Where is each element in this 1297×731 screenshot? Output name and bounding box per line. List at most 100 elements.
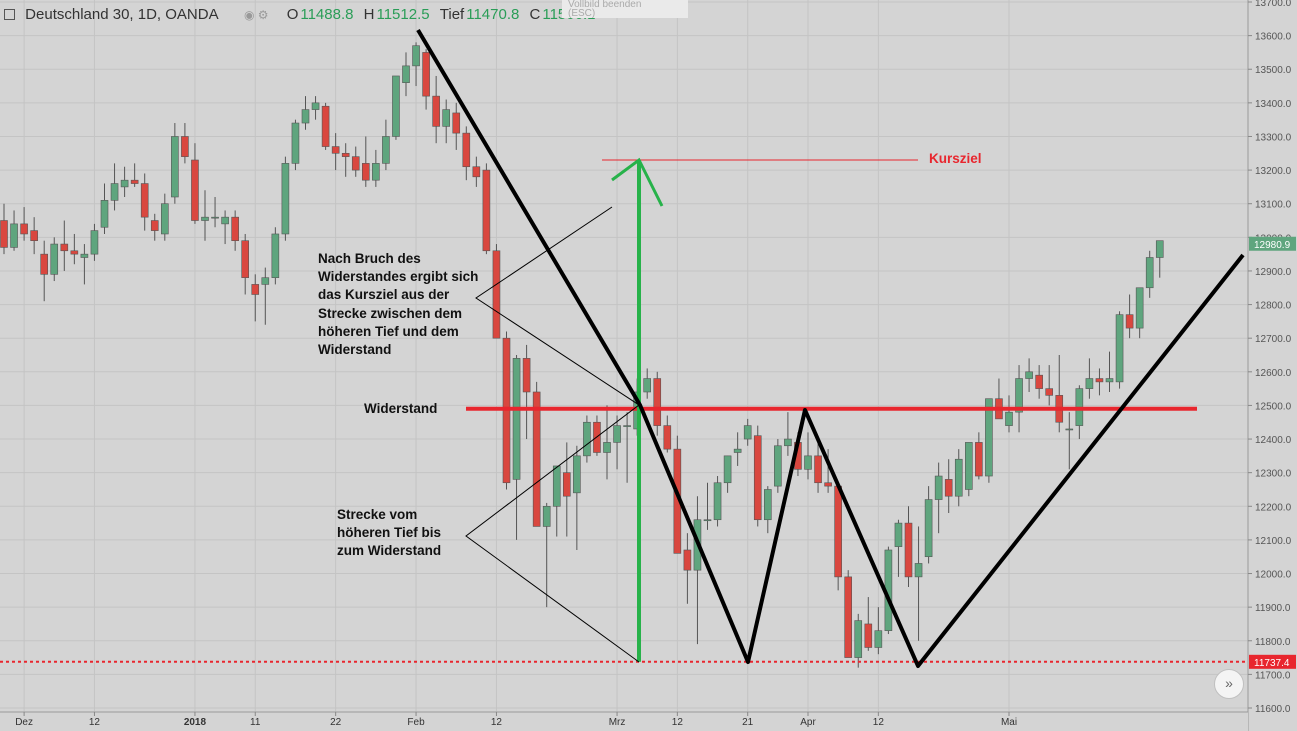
candle-body [834,485,842,578]
target-label: Kursziel [929,151,982,166]
candle-body [944,479,953,497]
candle-body [211,216,219,219]
x-tick-label: 11 [250,717,261,728]
candle-body [934,475,943,500]
x-tick-label: 12 [873,717,885,728]
candle-body [492,250,501,339]
candle-body [372,163,380,181]
candle-body [1085,378,1094,389]
candle-body [914,563,923,578]
candle-body [181,136,189,157]
candle-body [623,425,631,427]
candle-body [1135,287,1144,329]
candle-body [472,166,481,178]
candle-body [1095,378,1104,383]
candle-body [20,223,28,235]
fullscreen-tooltip: Vollbild beenden (ESC) [562,0,688,18]
last-price-label: 12980.9 [1254,240,1291,251]
note-line: das Kursziel aus der [318,287,450,303]
y-tick-label: 11600.0 [1255,704,1291,715]
low-price-label: 11737.4 [1254,658,1290,669]
tooltip-line: (ESC) [568,8,596,19]
candle-body [824,482,832,487]
candle-body [40,253,49,275]
candle-body [482,169,491,252]
candle-body [814,455,822,484]
collapse-icon[interactable] [4,8,15,20]
resistance-text: Widerstand [364,401,438,416]
candle-body [904,522,913,578]
candle-body [382,136,390,164]
note-line: Strecke vom [337,507,418,522]
y-tick-label: 11700.0 [1255,670,1291,681]
y-tick-label: 12100.0 [1255,536,1292,547]
candle-body [130,179,139,184]
candle-body [402,65,410,83]
close-label: C [529,6,541,23]
y-tick-label: 12800.0 [1255,301,1292,312]
candle-body [261,277,270,285]
candle-body [291,122,300,164]
candle-body [653,378,662,426]
segment-note: Strecke vom höheren Tief bis zum Widerst… [337,506,441,561]
candle-body [1065,428,1074,431]
x-tick-label: 12 [672,717,684,728]
candle-body [80,253,89,258]
candle-body [643,378,652,393]
candle-body [573,455,581,494]
candles-layer [0,42,1164,668]
y-tick-label: 13700.0 [1255,0,1292,9]
scroll-to-latest-button[interactable]: » [1214,669,1244,699]
callout-upper [475,206,640,406]
y-tick-label: 12300.0 [1255,469,1292,480]
open-label: O [286,6,299,23]
x-tick-label: Apr [800,717,816,728]
candle-body [432,95,440,127]
candle-body [603,442,611,453]
tooltip-line: Vollbild beenden [568,0,642,10]
candle-body [1145,257,1154,289]
candle-body [613,425,621,443]
eye-gear-icons[interactable]: ◉ ⚙ [243,8,269,22]
candle-body [442,109,451,127]
candle-body [1005,411,1013,426]
candle-body [663,425,672,450]
note-line: Widerstand [318,342,392,358]
candle-body [241,240,249,278]
candle-body [784,438,792,447]
y-tick-label: 11900.0 [1255,603,1291,614]
note-line: Widerstandes ergibt sich [318,269,479,285]
note-line: Strecke zwischen dem [318,305,463,321]
candle-body [1125,314,1134,329]
time-axis-bg [0,712,1248,731]
candle-body [1105,378,1114,383]
low-price-marker [1249,654,1296,669]
note-line: zum Widerstand [337,543,442,559]
candle-body [1025,371,1033,379]
candle-body [583,421,591,457]
candle-body [100,200,109,228]
candle-body [191,159,199,221]
candle-body [231,216,239,241]
candle-body [753,435,762,521]
candle-body [0,220,8,248]
candle-body [874,630,883,648]
candle-body [844,576,853,658]
open-value: 11488.8 [300,6,354,23]
candle-body [271,233,280,278]
y-tick-label: 13100.0 [1255,200,1292,211]
candle-body [110,183,119,201]
x-tick-label: 12 [89,717,101,728]
x-tick-label: Mrz [609,717,626,728]
candle-body [522,358,531,393]
candle-body [462,132,471,168]
candle-body [361,163,370,181]
candle-body [713,482,722,521]
grid-lines [0,0,1248,712]
candle-body [171,136,179,198]
candle-body [150,220,159,231]
candle-body [50,243,59,275]
y-tick-label: 13400.0 [1255,99,1292,110]
candle-body [351,156,360,171]
